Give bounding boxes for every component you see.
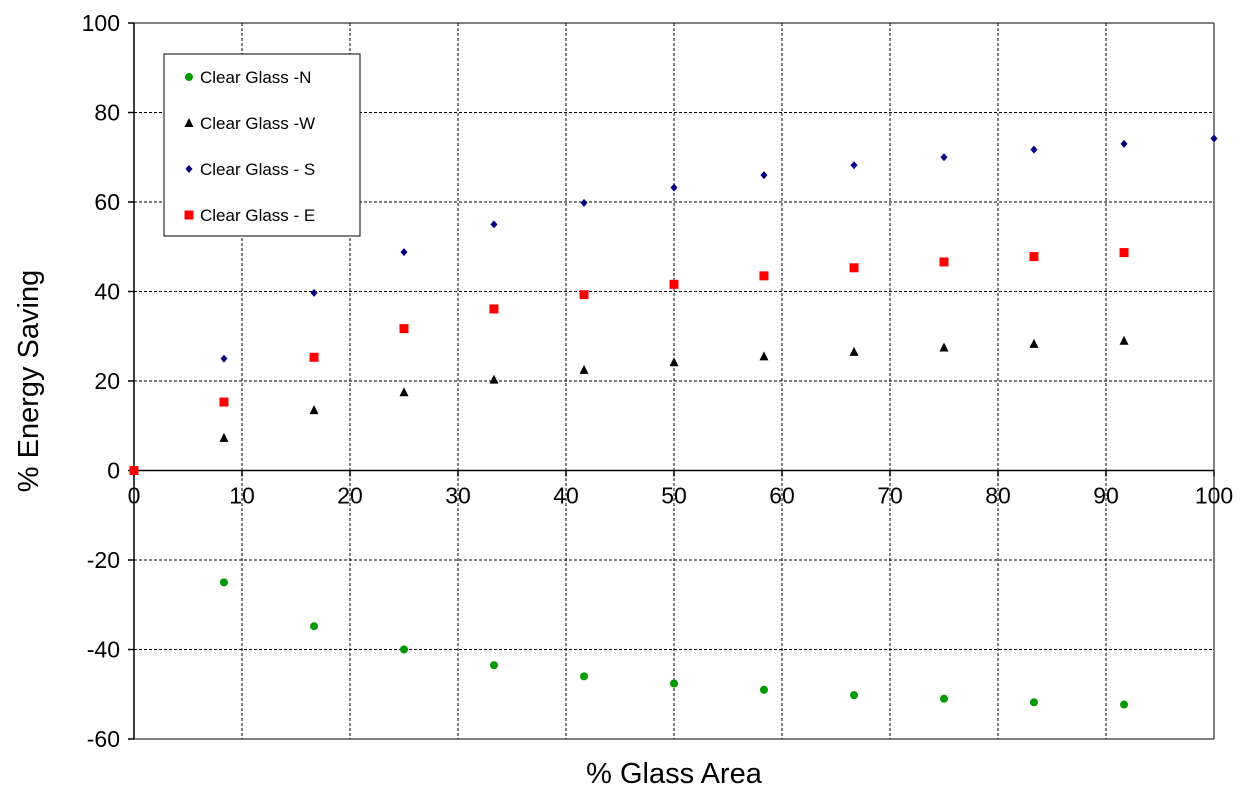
- data-point: [849, 346, 859, 356]
- data-point: [490, 220, 498, 229]
- y-tick-label: 0: [107, 458, 120, 484]
- x-tick-label: 100: [1195, 483, 1233, 509]
- legend-box: [163, 53, 361, 237]
- data-point: [579, 290, 589, 300]
- data-point: [1120, 139, 1128, 148]
- x-tick-label: 0: [128, 483, 141, 509]
- data-point: [1030, 145, 1038, 154]
- data-point: [669, 279, 679, 289]
- data-point: [580, 198, 588, 207]
- data-point: [580, 672, 589, 681]
- x-tick-label: 70: [877, 483, 903, 509]
- data-point: [939, 257, 949, 267]
- data-point: [310, 622, 319, 631]
- legend-marker: [184, 118, 194, 127]
- series-triangle: [129, 335, 1129, 475]
- data-point: [940, 153, 948, 162]
- series-square: [129, 248, 1129, 475]
- x-tick-label: 40: [553, 483, 579, 509]
- data-point: [309, 405, 319, 415]
- tick-labels: -60 -40 -20 0 20 40 60 80 100 0 10 20 30 40 50 60 70 80 90…: [82, 10, 1234, 752]
- data-point: [129, 466, 139, 475]
- data-point: [310, 288, 318, 297]
- data-point: [1210, 134, 1218, 143]
- data-point: [850, 691, 859, 700]
- x-tick-label: 10: [229, 483, 255, 509]
- data-point: [1029, 698, 1038, 707]
- data-point: [309, 352, 319, 362]
- data-point: [489, 374, 499, 384]
- y-tick-label: -60: [87, 726, 120, 752]
- x-tick-label: 20: [337, 483, 363, 509]
- data-point: [759, 271, 769, 281]
- data-point: [399, 387, 409, 397]
- data-point: [1119, 335, 1129, 345]
- legend-label: Clear Glass -N: [200, 68, 311, 87]
- data-point: [760, 171, 768, 180]
- data-point: [399, 324, 409, 334]
- y-tick-label: -40: [87, 637, 120, 663]
- y-tick-label: 40: [94, 279, 120, 305]
- data-point: [669, 357, 679, 367]
- y-tick-label: 20: [94, 368, 120, 394]
- data-point: [849, 263, 859, 273]
- legend: Clear Glass -N Clear Glass -W Clear Glass …: [163, 53, 361, 237]
- data-point: [1029, 338, 1039, 348]
- data-point: [1120, 700, 1129, 709]
- y-tick-label: 80: [94, 100, 120, 126]
- data-point: [489, 304, 499, 314]
- data-point: [219, 432, 229, 442]
- data-point: [670, 183, 678, 192]
- data-point: [759, 351, 769, 361]
- x-tick-label: 50: [661, 483, 687, 509]
- data-point: [1119, 248, 1129, 258]
- data-point: [489, 661, 498, 670]
- data-point: [850, 161, 858, 170]
- legend-marker: [185, 165, 193, 173]
- data-point: [400, 645, 408, 654]
- x-tick-label: 30: [445, 483, 471, 509]
- legend-marker: [184, 210, 194, 220]
- legend-label: Clear Glass - S: [200, 160, 315, 179]
- data-point: [759, 685, 768, 694]
- series-diamond: [130, 134, 1218, 475]
- data-point: [219, 578, 228, 587]
- x-tick-label: 90: [1093, 483, 1119, 509]
- x-tick-label: 60: [769, 483, 795, 509]
- x-tick-label: 80: [985, 483, 1011, 509]
- data-point: [939, 342, 949, 352]
- legend-label: Clear Glass -W: [200, 114, 315, 133]
- data-point: [400, 248, 408, 257]
- series-circle: [130, 466, 1129, 709]
- data-point: [579, 364, 589, 374]
- data-point: [220, 354, 228, 363]
- x-axis-title: % Glass Area: [586, 758, 763, 789]
- data-point: [670, 679, 678, 688]
- legend-marker: [185, 73, 193, 81]
- legend-label: Clear Glass - E: [200, 206, 315, 225]
- y-axis-title: % Energy Saving: [13, 270, 45, 492]
- data-point: [940, 694, 948, 703]
- y-tick-label: 60: [94, 189, 120, 215]
- data-points: [129, 134, 1218, 709]
- y-tick-label: -20: [87, 547, 120, 573]
- data-point: [219, 397, 229, 407]
- data-point: [1029, 252, 1039, 262]
- y-tick-label: 100: [82, 10, 120, 36]
